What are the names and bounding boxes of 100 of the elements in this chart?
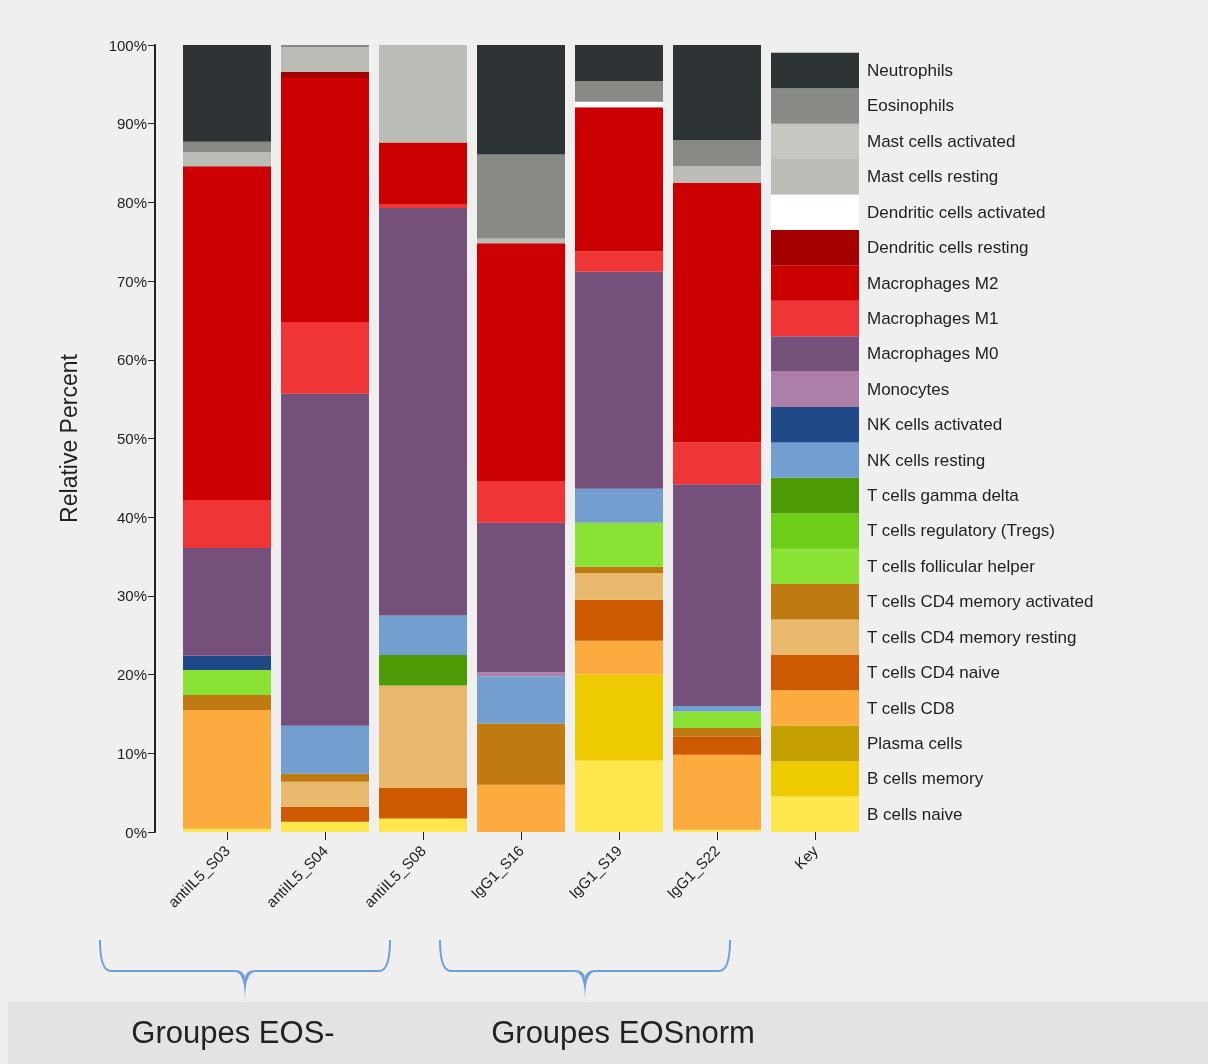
y-tick-label: 60% (116, 351, 147, 369)
bar (771, 513, 859, 549)
y-tick-label: 40% (116, 508, 147, 526)
series-label: B cells naive (867, 804, 963, 824)
bar (281, 821, 369, 832)
bar (183, 828, 271, 832)
bar (575, 107, 663, 252)
bar (673, 140, 761, 167)
y-tick-label: 30% (116, 587, 147, 605)
series-label: Macrophages M1 (867, 308, 999, 328)
bar (673, 442, 761, 485)
series-label: Dendritic cells resting (867, 238, 1029, 258)
bar (281, 725, 369, 774)
series-label: Mast cells activated (867, 131, 1016, 151)
bar (281, 78, 369, 323)
bar (477, 672, 565, 677)
bar (379, 142, 467, 204)
bar (575, 251, 663, 272)
bar (281, 47, 369, 72)
bar (575, 522, 663, 567)
bar (477, 481, 565, 523)
series-label: Macrophages M0 (867, 344, 999, 364)
bar (183, 655, 271, 670)
bar (771, 584, 859, 620)
y-tick-label: 80% (116, 193, 147, 211)
bar (673, 728, 761, 737)
bar (379, 203, 467, 208)
bar (575, 488, 663, 523)
bar (771, 407, 859, 443)
bar (771, 88, 859, 124)
bar (575, 45, 663, 82)
bar (771, 548, 859, 585)
bar (379, 207, 467, 616)
bar (771, 265, 859, 301)
series-label: T cells regulatory (Tregs) (867, 521, 1055, 541)
bar (771, 761, 859, 797)
bar (477, 45, 565, 155)
y-tick-label: 90% (116, 115, 147, 133)
bar (281, 781, 369, 807)
bar (771, 442, 859, 478)
bar (379, 45, 467, 143)
y-tick-label: 100% (108, 36, 147, 54)
bar (477, 522, 565, 673)
bar (379, 615, 467, 655)
series-label: NK cells activated (867, 415, 1003, 435)
bar (183, 45, 271, 142)
bar (281, 71, 369, 79)
y-tick-label: 70% (116, 272, 147, 290)
bar (771, 300, 859, 337)
bar (771, 336, 859, 372)
series-label: Monocytes (867, 379, 950, 399)
bar (771, 477, 859, 514)
series-label: T cells CD8 (867, 698, 955, 718)
y-axis-title: Relative Percent (55, 353, 82, 523)
bar (575, 566, 663, 574)
bar (673, 182, 761, 443)
bar (575, 271, 663, 489)
series-label: B cells memory (867, 769, 984, 789)
bar (575, 599, 663, 641)
bar (771, 796, 859, 832)
bar (379, 787, 467, 819)
series-label: Macrophages M2 (867, 273, 999, 293)
series-label: Plasma cells (867, 733, 963, 753)
bar (183, 547, 271, 656)
bar (477, 154, 565, 239)
y-tick-label: 20% (116, 666, 147, 684)
bar (673, 711, 761, 729)
bar (281, 773, 369, 782)
bar (673, 166, 761, 183)
bar (575, 573, 663, 600)
bar (673, 706, 761, 712)
bar (575, 101, 663, 108)
x-tick-label: Key (790, 841, 822, 873)
bar (771, 229, 859, 266)
bar (281, 393, 369, 726)
bar (281, 322, 369, 394)
bar (771, 725, 859, 762)
y-tick-label: 10% (116, 744, 147, 762)
bar (477, 243, 565, 481)
bar (575, 760, 663, 832)
bar (575, 640, 663, 675)
bar (771, 194, 859, 230)
bar (183, 499, 271, 548)
series-label: Neutrophils (867, 61, 953, 81)
bar (183, 152, 271, 167)
bar (477, 676, 565, 724)
series-label: T cells gamma delta (867, 486, 1020, 506)
series-label: NK cells resting (867, 450, 986, 470)
bar (379, 654, 467, 686)
bar (281, 806, 369, 822)
bar (673, 736, 761, 755)
bar (477, 723, 565, 785)
bar (183, 141, 271, 153)
bar (575, 81, 663, 102)
bar (379, 685, 467, 788)
text: Groupes EOS- (131, 1015, 335, 1051)
bar (477, 784, 565, 832)
series-label: T cells CD4 memory activated (867, 592, 1094, 612)
bar (673, 484, 761, 707)
bar (771, 52, 859, 89)
